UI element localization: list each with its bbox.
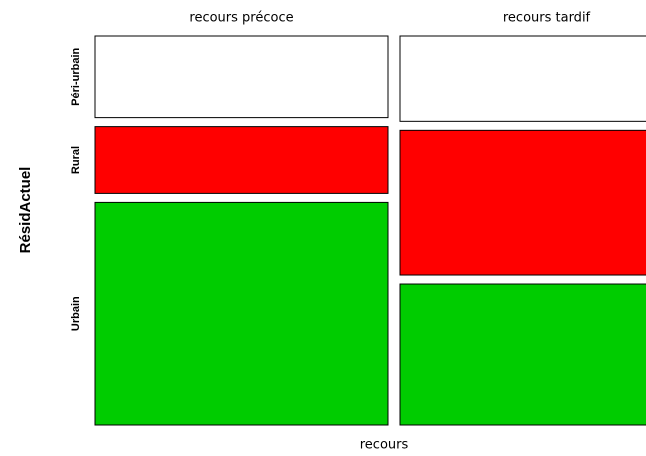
column-label: recours précoce <box>189 11 293 26</box>
y-axis-label: RésidActuel <box>17 167 34 254</box>
column-label: recours tardif <box>503 11 591 26</box>
mosaic-cell <box>94 201 389 426</box>
row-label: Péri-urbain <box>70 48 82 106</box>
row-label: Urbain <box>70 296 82 331</box>
mosaic-cell <box>399 129 646 276</box>
mosaic-cell <box>399 35 646 122</box>
mosaic-cell <box>399 283 646 426</box>
x-axis-label: recours <box>360 438 409 453</box>
mosaic-cell <box>94 126 389 194</box>
mosaic-cell <box>94 35 389 119</box>
row-label: Rural <box>70 146 82 174</box>
